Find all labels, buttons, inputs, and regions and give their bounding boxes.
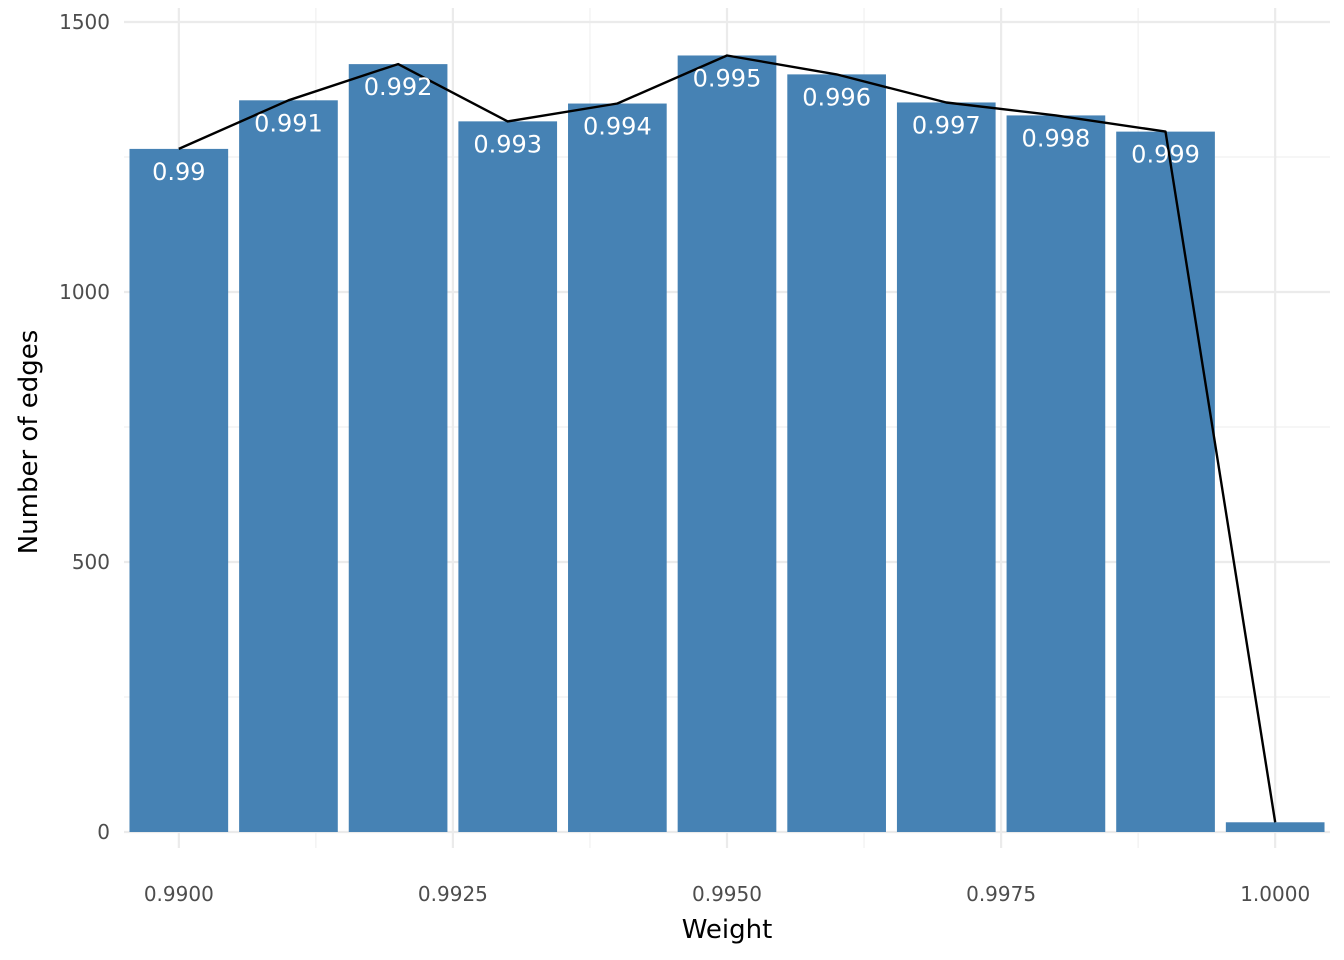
bar-label: 0.994: [583, 113, 652, 141]
x-tick-label: 0.9900: [144, 882, 214, 906]
bar: [1116, 131, 1215, 832]
bar-label: 0.995: [693, 64, 762, 92]
bar: [239, 100, 338, 833]
x-tick-label: 0.9975: [966, 882, 1036, 906]
bar: [129, 148, 229, 832]
bar-label: 0.99: [152, 158, 205, 186]
bar: [1225, 822, 1325, 832]
bar-label: 0.991: [254, 109, 323, 137]
bar: [1006, 115, 1106, 833]
bar-label: 0.997: [912, 111, 981, 139]
trend-line: [178, 54, 1277, 823]
bar-label: 0.998: [1022, 124, 1091, 152]
x-axis-title: Weight: [682, 915, 773, 945]
bars: [129, 55, 1325, 833]
bar: [458, 121, 558, 833]
bar: [348, 64, 448, 833]
x-tick-label: 0.9950: [692, 882, 762, 906]
x-tick-label: 0.9925: [418, 882, 488, 906]
bar: [677, 55, 777, 833]
bar: [896, 102, 996, 832]
y-axis-title: Number of edges: [14, 330, 44, 555]
bar-label: 0.993: [473, 130, 542, 158]
bar-labels: 0.99 0.991 0.992 0.993 0.994 0.995 0.996 0.997 0…: [152, 64, 1200, 185]
bar-label: 0.992: [364, 73, 433, 101]
x-tick-label: 1.0000: [1240, 882, 1310, 906]
bar-label: 0.999: [1131, 141, 1200, 169]
bar: [787, 74, 886, 832]
axis-ticks: 0 500 1000 1500 0.9900 0.9925 0.9950 0.9975 1.00…: [59, 10, 1310, 906]
bar-label: 0.996: [802, 83, 871, 111]
y-tick-label: 1000: [59, 280, 110, 304]
y-tick-label: 500: [72, 550, 110, 574]
y-tick-label: 0: [97, 820, 110, 844]
trend-line-layer: [178, 54, 1277, 823]
bar: [568, 103, 667, 833]
y-tick-label: 1500: [59, 10, 110, 34]
